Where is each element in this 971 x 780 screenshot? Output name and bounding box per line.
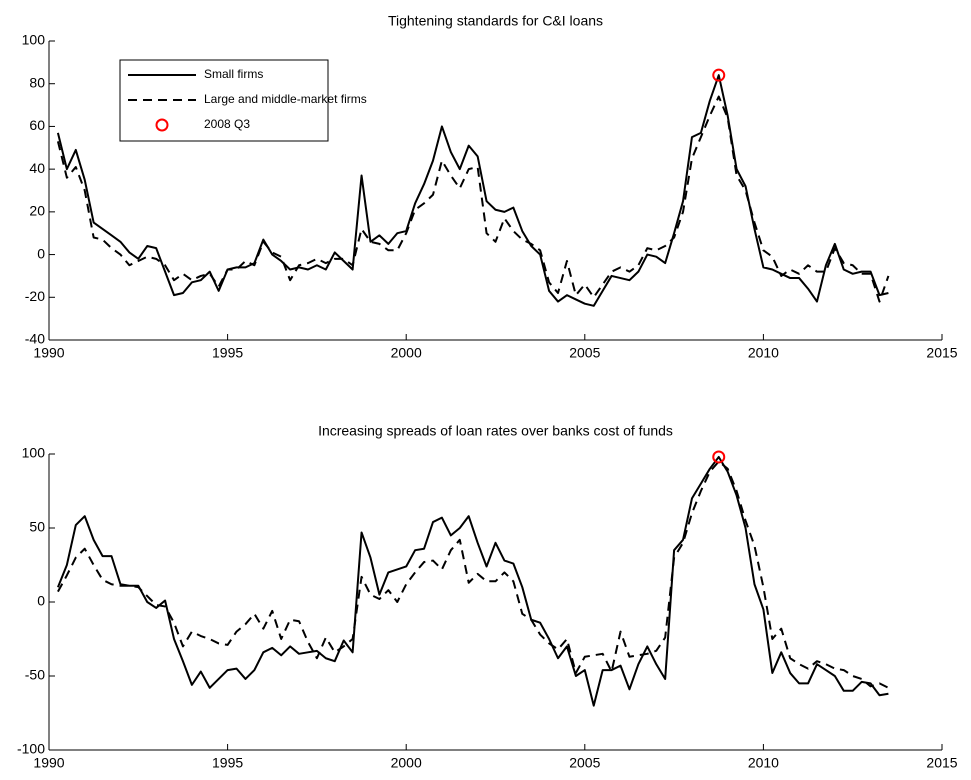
y-tick-label: -40 <box>25 331 45 347</box>
subplot: Increasing spreads of loan rates over ba… <box>17 423 958 771</box>
y-tick-label: 100 <box>22 445 46 461</box>
x-tick-label: 1990 <box>33 755 64 771</box>
y-tick-label: 50 <box>29 519 45 535</box>
highlight-marker <box>712 450 726 464</box>
legend-label: Small firms <box>204 67 263 81</box>
legend-marker <box>155 118 169 132</box>
legend: Small firms Large and middle-market firms… <box>119 59 367 142</box>
legend-label: Large and middle-market firms <box>204 92 367 106</box>
series-line <box>57 455 889 707</box>
legend-box <box>119 59 329 142</box>
chart-title: Tightening standards for C&I loans <box>388 13 603 29</box>
x-tick-label: 2005 <box>569 345 600 361</box>
subplot: Tightening standards for C&I loans -40 -20… <box>22 13 958 361</box>
series-line <box>57 460 889 689</box>
highlight-marker <box>712 68 726 82</box>
x-tick-label: 2010 <box>748 755 779 771</box>
y-tick-label: 80 <box>29 74 45 90</box>
y-tick-label: -100 <box>17 741 45 757</box>
series-line <box>56 95 890 303</box>
y-tick-label: 0 <box>37 593 45 609</box>
y-tick-label: 20 <box>29 203 45 219</box>
legend-label: 2008 Q3 <box>204 117 250 131</box>
y-tick-label: 60 <box>29 117 45 133</box>
x-tick-label: 2010 <box>748 345 779 361</box>
y-tick-label: -20 <box>25 288 45 304</box>
x-tick-label: 1995 <box>212 755 243 771</box>
x-tick-label: 1990 <box>33 345 64 361</box>
x-tick-label: 2000 <box>391 345 422 361</box>
x-tick-label: 2015 <box>926 755 957 771</box>
chart-title: Increasing spreads of loan rates over ba… <box>318 423 673 439</box>
x-tick-label: 2000 <box>391 755 422 771</box>
y-tick-label: 40 <box>29 160 45 176</box>
y-tick-label: 0 <box>37 245 45 261</box>
y-tick-label: 100 <box>22 32 46 48</box>
x-tick-label: 1995 <box>212 345 243 361</box>
x-tick-label: 2005 <box>569 755 600 771</box>
y-tick-label: -50 <box>25 667 45 683</box>
x-tick-label: 2015 <box>926 345 957 361</box>
